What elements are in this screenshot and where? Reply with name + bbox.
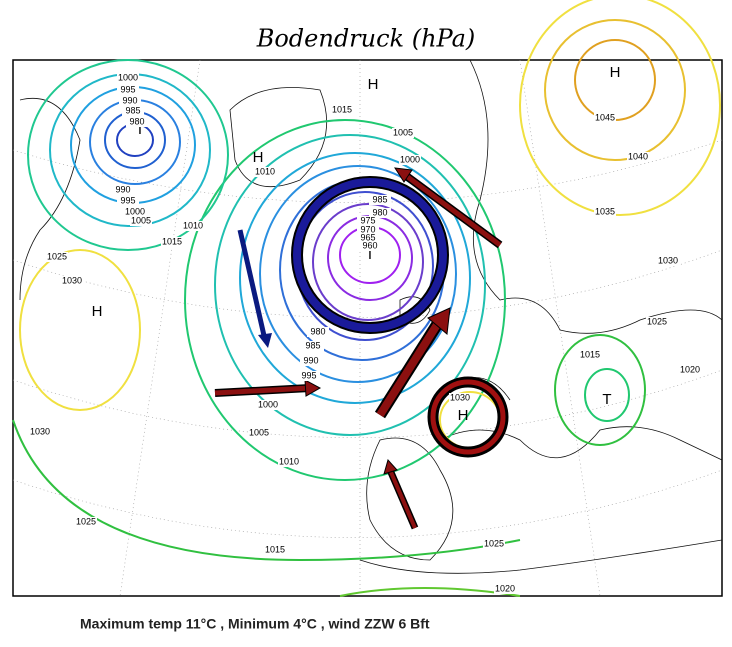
isobar-label: 1020	[680, 364, 700, 374]
label-background	[61, 276, 83, 286]
isobar-label: 985	[125, 105, 140, 115]
label-background	[117, 196, 139, 206]
label-background	[75, 517, 97, 527]
label-background	[369, 208, 391, 218]
label-background	[594, 113, 616, 123]
isobar-label: 985	[305, 340, 320, 350]
label-background	[369, 195, 391, 205]
isobar-label: 970	[360, 224, 375, 234]
isobar-label: 1045	[595, 112, 615, 122]
label-background	[357, 225, 379, 235]
isobar-label: 1010	[255, 166, 275, 176]
isobar-label: 965	[360, 232, 375, 242]
label-background	[29, 427, 51, 437]
label-background	[302, 341, 324, 351]
label-background	[579, 350, 601, 360]
pressure-center: T	[365, 246, 374, 263]
label-background	[248, 428, 270, 438]
isobar-label: 1005	[131, 215, 151, 225]
label-background	[449, 393, 471, 403]
label-background	[359, 241, 381, 251]
pressure-center: H	[458, 407, 469, 424]
isobar-label: 1025	[47, 251, 67, 261]
isobar-label: 990	[122, 95, 137, 105]
label-background	[646, 317, 668, 327]
label-background	[122, 106, 144, 116]
isobar-label: 990	[303, 355, 318, 365]
label-background	[254, 167, 276, 177]
label-background	[357, 233, 379, 243]
label-background	[112, 185, 134, 195]
isobar-label: 1005	[393, 127, 413, 137]
label-background	[46, 252, 68, 262]
isobar-label: 995	[120, 84, 135, 94]
isobar-label: 985	[372, 194, 387, 204]
isobar-label: 1025	[647, 316, 667, 326]
isobar-label: 1000	[400, 154, 420, 164]
label-background	[298, 371, 320, 381]
isobar-label: 975	[360, 215, 375, 225]
isobar-label: 980	[129, 116, 144, 126]
isobar-label: 995	[301, 370, 316, 380]
label-background	[117, 73, 139, 83]
label-background	[483, 539, 505, 549]
isobar-label: 1040	[628, 151, 648, 161]
isobar-label: 980	[372, 207, 387, 217]
isobar-label: 1015	[162, 236, 182, 246]
map-title: Bodendruck (hPa)	[256, 25, 476, 53]
isobar-label: 1030	[450, 392, 470, 402]
pressure-center: T	[602, 391, 611, 408]
isobar-label: 995	[120, 195, 135, 205]
label-background	[117, 85, 139, 95]
label-background	[278, 457, 300, 467]
isobar-label: 1035	[595, 206, 615, 216]
label-background	[307, 327, 329, 337]
pressure-center: H	[253, 149, 264, 166]
isobar-label: 1025	[76, 516, 96, 526]
label-background	[161, 237, 183, 247]
label-background	[126, 117, 148, 127]
isobar-label: 1010	[279, 456, 299, 466]
pressure-center: H	[610, 64, 621, 81]
isobar-label: 1015	[265, 544, 285, 554]
pressure-center: T	[135, 121, 144, 138]
isobar-label: 990	[115, 184, 130, 194]
label-background	[494, 584, 516, 594]
label-background	[331, 105, 353, 115]
annotation-arrows	[214, 167, 509, 530]
isobar-label: 1030	[62, 275, 82, 285]
label-background	[182, 221, 204, 231]
label-background	[657, 256, 679, 266]
label-background	[124, 207, 146, 217]
label-background	[399, 155, 421, 165]
isobar-label: 960	[362, 240, 377, 250]
isobar-label: 1020	[495, 583, 515, 593]
label-background	[357, 216, 379, 226]
isobar-label: 1005	[249, 427, 269, 437]
pressure-center: H	[92, 303, 103, 320]
isobar-label: 1000	[125, 206, 145, 216]
pressure-center: H	[368, 76, 379, 93]
isobar-label: 1015	[332, 104, 352, 114]
isobar-label: 1000	[258, 399, 278, 409]
isobar-label: 1030	[30, 426, 50, 436]
label-background	[392, 128, 414, 138]
label-background	[119, 96, 141, 106]
label-background	[594, 207, 616, 217]
label-background	[300, 356, 322, 366]
label-background	[130, 216, 152, 226]
isobar-label: 1015	[580, 349, 600, 359]
label-background	[264, 545, 286, 555]
isobar-label: 980	[310, 326, 325, 336]
label-background	[257, 400, 279, 410]
isobar-label: 1025	[484, 538, 504, 548]
label-background	[679, 365, 701, 375]
caption: Maximum temp 11°C , Minimum 4°C , wind Z…	[80, 616, 430, 632]
isobar-label: 1010	[183, 220, 203, 230]
isobar-label: 1000	[118, 72, 138, 82]
isobar-label: 1030	[658, 255, 678, 265]
label-background	[627, 152, 649, 162]
